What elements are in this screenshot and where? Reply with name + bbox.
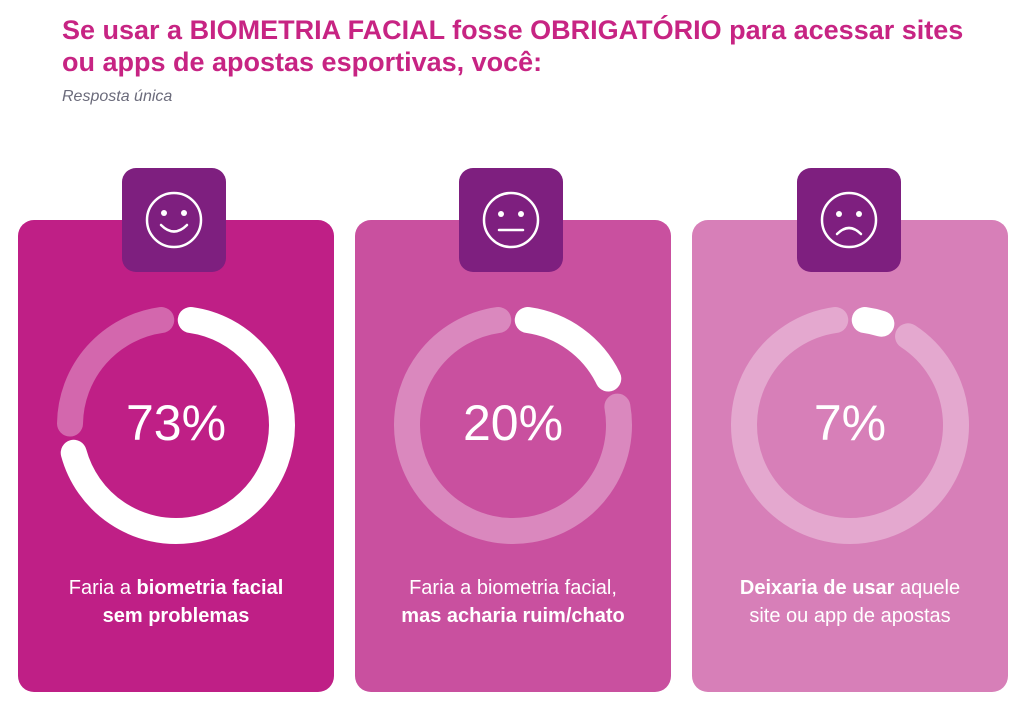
smiley-face-icon-box <box>122 168 226 272</box>
chart-subtitle: Resposta única <box>62 88 173 105</box>
percent-label: 20% <box>462 395 564 451</box>
description-text: site ou app de apostas <box>749 605 951 627</box>
donut-remainder-arc <box>731 307 969 544</box>
description-line: Deixaria de usar aquele <box>692 574 1008 602</box>
description-line: Faria a biometria facial <box>18 574 334 602</box>
description-text: Faria a <box>68 577 137 599</box>
description-bold-text: sem problemas <box>102 605 250 627</box>
description-line: mas acharia ruim/chato <box>355 602 671 630</box>
response-description: Faria a biometria facial sem problemas <box>18 574 334 630</box>
donut-value-arc <box>514 307 622 392</box>
response-card-faria-sem-problemas: 73% Faria a biometria facial sem problema… <box>18 220 334 692</box>
description-text: Faria a biometria facial, <box>409 577 617 599</box>
response-card-deixaria-de-usar: 7% Deixaria de usar aquele site ou app de… <box>692 220 1008 692</box>
chart-title: Se usar a BIOMETRIA FACIAL fosse OBRIGAT… <box>62 15 964 77</box>
donut-value-arc <box>60 307 295 544</box>
donut-remainder-arc <box>394 307 632 544</box>
description-bold-text: mas acharia ruim/chato <box>401 605 625 627</box>
sad-face-icon-box <box>797 168 901 272</box>
neutral-face-icon-box <box>459 168 563 272</box>
description-line: site ou app de apostas <box>692 602 1008 630</box>
description-bold-text: Deixaria de usar <box>739 577 895 599</box>
smiley-face-icon <box>145 191 203 249</box>
response-card-acharia-ruim: 20% Faria a biometria facial, mas acharia… <box>355 220 671 692</box>
sad-face-icon <box>820 191 878 249</box>
description-line: Faria a biometria facial, <box>355 574 671 602</box>
donut-remainder-arc <box>57 307 175 437</box>
percent-label: 7% <box>813 395 887 451</box>
response-description: Faria a biometria facial, mas acharia rui… <box>355 574 671 630</box>
donut-chart-7 <box>731 307 969 544</box>
description-line: sem problemas <box>18 602 334 630</box>
donut-value-arc <box>851 307 895 337</box>
response-description: Deixaria de usar aquele site ou app de ap… <box>692 574 1008 630</box>
percent-label: 73% <box>125 395 227 451</box>
donut-chart-73 <box>57 307 295 544</box>
description-bold-text: biometria facial <box>136 577 284 599</box>
neutral-face-icon <box>482 191 540 249</box>
description-text: aquele <box>894 577 961 599</box>
donut-chart-20 <box>394 307 632 544</box>
